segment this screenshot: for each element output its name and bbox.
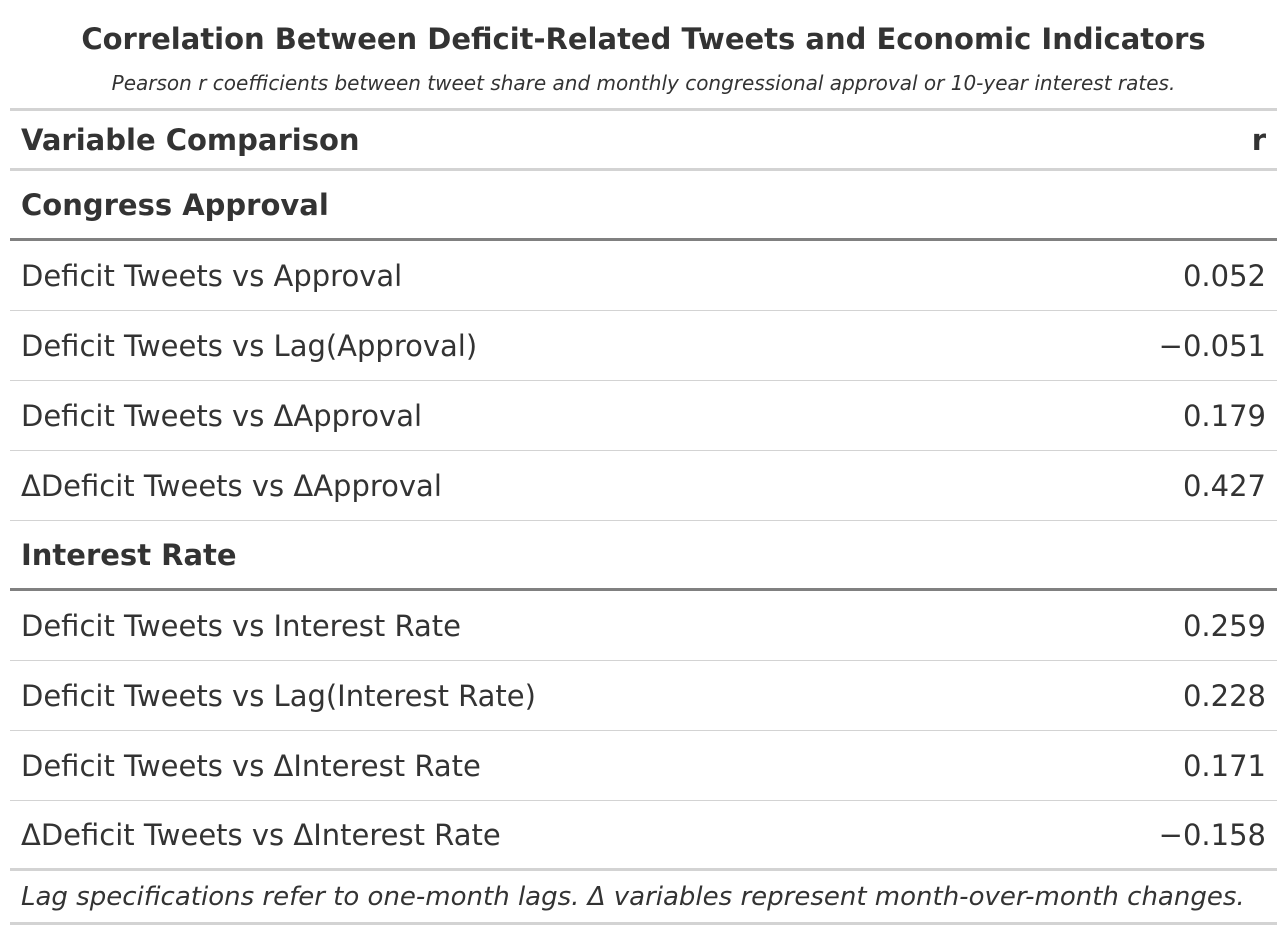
group-header-congress-approval: Congress Approval: [10, 171, 1277, 241]
group-label: Interest Rate: [21, 537, 237, 572]
row-label: ΔDeficit Tweets vs ΔApproval: [21, 468, 442, 503]
table-row: ΔDeficit Tweets vs ΔApproval 0.427: [10, 451, 1277, 521]
row-value: −0.051: [1158, 328, 1266, 363]
group-header-interest-rate: Interest Rate: [10, 521, 1277, 591]
row-value: −0.158: [1158, 817, 1266, 852]
row-label: ΔDeficit Tweets vs ΔInterest Rate: [21, 817, 501, 852]
row-label: Deficit Tweets vs ΔApproval: [21, 398, 423, 433]
column-header-r: r: [1251, 122, 1266, 157]
table-row: Deficit Tweets vs Lag(Approval) −0.051: [10, 311, 1277, 381]
table-row: ΔDeficit Tweets vs ΔInterest Rate −0.158: [10, 801, 1277, 871]
group-label: Congress Approval: [21, 187, 329, 222]
table-subtitle: Pearson r coefficients between tweet sha…: [111, 71, 1176, 95]
row-value: 0.259: [1182, 608, 1266, 643]
row-label: Deficit Tweets vs Lag(Approval): [21, 328, 478, 363]
top-rule: [10, 108, 1277, 111]
row-label: Deficit Tweets vs Approval: [21, 258, 403, 293]
table-title: Correlation Between Deficit-Related Twee…: [81, 22, 1206, 56]
correlation-table: Correlation Between Deficit-Related Twee…: [10, 0, 1277, 925]
row-value: 0.427: [1182, 468, 1266, 503]
table-row: Deficit Tweets vs Interest Rate 0.259: [10, 591, 1277, 661]
table-row: Deficit Tweets vs Lag(Interest Rate) 0.2…: [10, 661, 1277, 731]
row-value: 0.179: [1182, 398, 1266, 433]
column-header-row: Variable Comparison r: [10, 111, 1277, 171]
table-row: Deficit Tweets vs ΔApproval 0.179: [10, 381, 1277, 451]
row-value: 0.171: [1182, 748, 1266, 783]
table-footnote: Lag specifications refer to one-month la…: [10, 871, 1277, 925]
table-row: Deficit Tweets vs ΔInterest Rate 0.171: [10, 731, 1277, 801]
row-label: Deficit Tweets vs Interest Rate: [21, 608, 461, 643]
row-value: 0.052: [1182, 258, 1266, 293]
column-header-variable: Variable Comparison: [21, 122, 360, 157]
table-header: Correlation Between Deficit-Related Twee…: [10, 0, 1277, 95]
table-row: Deficit Tweets vs Approval 0.052: [10, 241, 1277, 311]
row-value: 0.228: [1182, 678, 1266, 713]
row-label: Deficit Tweets vs ΔInterest Rate: [21, 748, 481, 783]
row-label: Deficit Tweets vs Lag(Interest Rate): [21, 678, 536, 713]
